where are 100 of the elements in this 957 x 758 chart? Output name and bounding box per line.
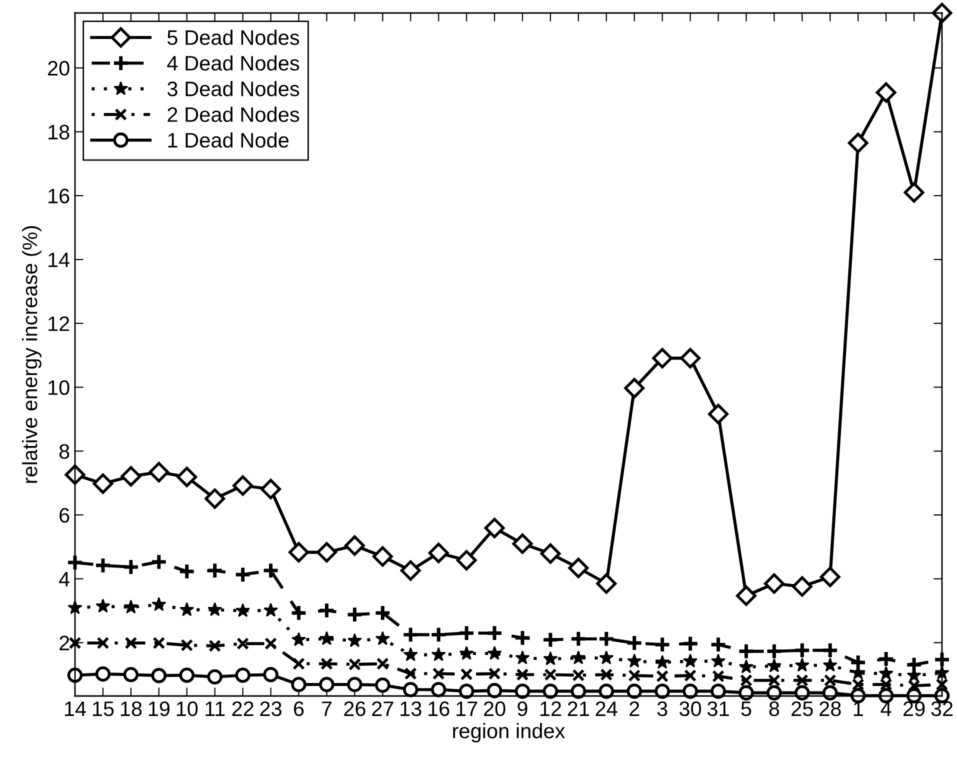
x-tick-label: 25 [792, 701, 813, 716]
x-tick-label: 6 [294, 701, 304, 716]
point [264, 637, 278, 650]
point [151, 668, 167, 684]
point [794, 658, 810, 672]
point [316, 542, 337, 563]
point [232, 475, 254, 496]
point [738, 642, 755, 660]
point [516, 668, 529, 681]
point [486, 682, 502, 698]
point [206, 562, 224, 580]
point [262, 562, 280, 580]
point [878, 666, 894, 680]
x-tick-label: 4 [880, 702, 892, 716]
point [796, 674, 808, 687]
x-tick-label: 18 [120, 701, 142, 716]
point [542, 631, 560, 648]
x-tick-label: 32 [931, 701, 953, 716]
point [878, 688, 894, 704]
point [68, 636, 82, 650]
point [542, 684, 558, 699]
point [570, 630, 588, 648]
point [458, 684, 474, 699]
point [654, 684, 670, 699]
point [544, 668, 557, 681]
point [292, 658, 305, 670]
point [346, 606, 364, 624]
point [654, 636, 671, 654]
point [626, 634, 644, 652]
point [849, 654, 867, 672]
point [376, 658, 389, 670]
point [764, 573, 784, 594]
point [148, 462, 170, 482]
point [822, 685, 838, 700]
point [738, 659, 754, 674]
y-tick-label: 2 [60, 636, 70, 650]
x-tick-label: 22 [232, 701, 254, 716]
point [263, 666, 278, 682]
point [515, 650, 530, 664]
x-tick-label: 10 [176, 701, 198, 716]
point [402, 682, 418, 698]
point [291, 676, 306, 692]
x-tick-label: 23 [260, 701, 282, 716]
point [124, 600, 138, 614]
point [766, 642, 783, 660]
legend-label: 4 Dead Nodes [167, 55, 300, 71]
point [403, 647, 418, 662]
point [933, 650, 951, 668]
point [710, 636, 727, 654]
point [152, 636, 166, 650]
x-tick-label: 27 [372, 701, 394, 716]
point [848, 132, 868, 154]
point [905, 656, 923, 674]
point [430, 626, 448, 644]
y-tick-label: 18 [48, 124, 70, 140]
point [936, 678, 948, 691]
point [430, 682, 446, 698]
point [291, 632, 306, 646]
point [459, 646, 474, 660]
point [235, 668, 250, 683]
point [598, 684, 614, 699]
point [652, 348, 673, 368]
point [600, 668, 613, 681]
point [484, 518, 505, 538]
point [768, 674, 780, 687]
point [152, 597, 166, 611]
x-tick-label: 7 [322, 702, 332, 716]
point [207, 669, 222, 684]
point [487, 646, 502, 660]
point [514, 629, 532, 647]
x-tick-label: 2 [630, 701, 640, 716]
x-tick-label: 12 [540, 701, 561, 716]
point [372, 546, 393, 567]
point [488, 667, 501, 680]
legend-label: 3 Dead Nodes [167, 81, 300, 96]
y-tick-label: 6 [60, 508, 70, 523]
point [458, 624, 476, 642]
point [540, 543, 561, 564]
point [820, 566, 840, 588]
point [598, 630, 616, 648]
point [402, 626, 420, 644]
point [92, 473, 114, 494]
point [374, 604, 392, 622]
x-tick-label: 17 [456, 702, 478, 716]
x-tick-label: 3 [657, 701, 668, 716]
point [96, 636, 110, 650]
y-tick-label: 16 [48, 188, 70, 204]
point [877, 650, 895, 668]
point [66, 554, 84, 572]
point [260, 478, 281, 500]
y-axis-title: relative energy increase (%) [22, 226, 42, 483]
x-tick-label: 8 [769, 701, 780, 716]
point [627, 654, 642, 668]
x-tick-label: 29 [903, 701, 925, 716]
point [710, 684, 726, 699]
point [180, 638, 194, 652]
point [850, 688, 866, 704]
y-tick-label: 8 [59, 444, 70, 459]
point [682, 634, 699, 652]
point [880, 678, 892, 691]
